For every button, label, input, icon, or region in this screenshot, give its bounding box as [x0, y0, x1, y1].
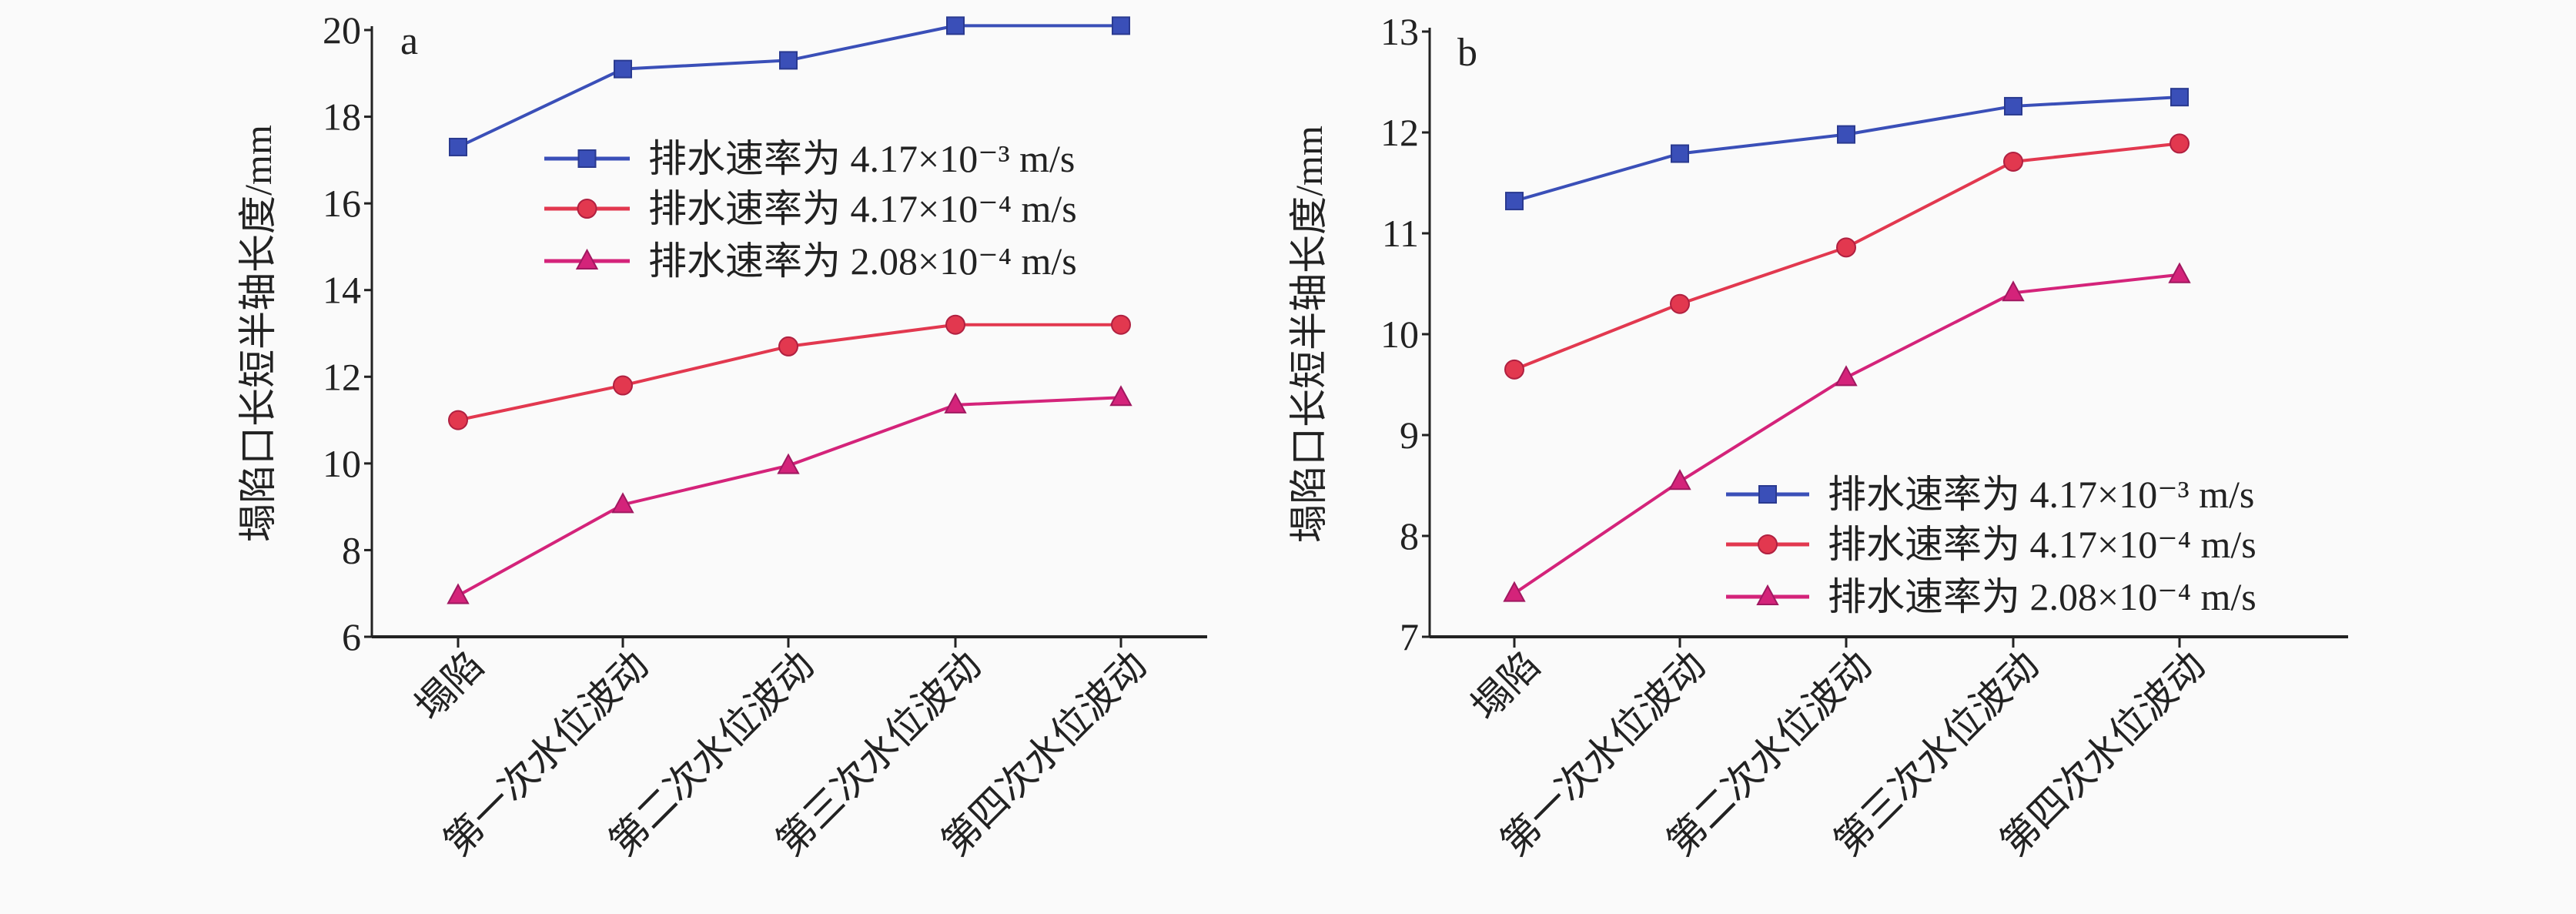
data-point — [614, 59, 632, 79]
x-tick-label: 塌陷 — [1463, 643, 1547, 728]
legend-entry: 排水速率为 4.17×10⁻⁴ m/s — [1726, 523, 2257, 566]
series-1 — [448, 314, 1131, 430]
data-point — [1836, 237, 1856, 258]
data-point — [1668, 469, 1691, 490]
data-point — [1835, 365, 1858, 387]
legend-marker — [575, 248, 599, 270]
data-point — [1109, 385, 1132, 407]
data-point — [449, 137, 467, 156]
y-tick-label: 14 — [323, 269, 361, 312]
x-tick-label: 塌陷 — [406, 643, 491, 728]
legend-label: 排水速率为 4.17×10⁻³ m/s — [648, 137, 1075, 180]
data-point — [1670, 293, 1690, 314]
data-point — [944, 392, 967, 413]
legend-label: 排水速率为 4.17×10⁻³ m/s — [1828, 473, 2254, 516]
legend-entry: 排水速率为 4.17×10⁻⁴ m/s — [544, 187, 1077, 230]
data-point — [613, 375, 633, 396]
y-tick-label: 6 — [342, 615, 361, 658]
chart-panel-a: 68101214161820塌陷第一次水位波动第二次水位波动第三次水位波动第四次… — [236, 8, 1207, 864]
data-point — [2004, 96, 2022, 116]
panel-label: a — [400, 19, 418, 63]
legend-label: 排水速率为 2.08×10⁻⁴ m/s — [1828, 575, 2257, 618]
data-point — [448, 410, 468, 430]
y-axis-label: 塌陷口长短半轴长度/mm — [236, 125, 279, 542]
series-2 — [447, 385, 1132, 604]
series-1 — [1504, 133, 2190, 380]
data-point — [2170, 88, 2189, 107]
y-axis-label: 塌陷口长短半轴长度/mm — [1287, 126, 1330, 543]
legend-marker — [577, 199, 597, 219]
legend-marker — [1756, 584, 1779, 605]
legend-marker — [577, 149, 597, 168]
data-point — [1504, 359, 1524, 380]
legend-entry: 排水速率为 4.17×10⁻³ m/s — [544, 137, 1075, 180]
data-point — [946, 16, 965, 35]
series-0 — [449, 16, 1130, 156]
data-point — [611, 492, 634, 514]
series-line — [1514, 95, 2180, 203]
legend-marker — [1758, 534, 1778, 554]
data-point — [2170, 133, 2190, 154]
legend-label: 排水速率为 4.17×10⁻⁴ m/s — [1828, 523, 2257, 566]
y-tick-label: 11 — [1382, 212, 1419, 255]
series-line — [457, 24, 1121, 149]
panel-label: b — [1457, 31, 1477, 75]
data-point — [1505, 192, 1524, 211]
data-point — [1837, 125, 1855, 144]
series-line — [457, 396, 1122, 598]
y-tick-label: 20 — [323, 8, 361, 52]
data-point — [1503, 581, 1526, 602]
y-tick-label: 9 — [1400, 413, 1419, 457]
data-point — [778, 336, 798, 357]
y-tick-label: 7 — [1400, 615, 1419, 658]
data-point — [777, 453, 800, 474]
y-tick-label: 16 — [323, 182, 361, 225]
data-point — [1671, 144, 1689, 163]
legend-label: 排水速率为 2.08×10⁻⁴ m/s — [648, 239, 1077, 283]
data-point — [945, 314, 965, 335]
data-point — [779, 51, 798, 70]
y-tick-label: 8 — [1400, 514, 1419, 557]
data-point — [447, 583, 470, 604]
series-0 — [1505, 88, 2189, 211]
chart-panel-b: 78910111213塌陷第一次水位波动第二次水位波动第三次水位波动第四次水位波… — [1287, 10, 2348, 864]
y-tick-label: 10 — [1380, 313, 1419, 356]
y-tick-label: 12 — [323, 355, 361, 398]
data-point — [1111, 314, 1131, 335]
series-2 — [1503, 262, 2191, 602]
data-point — [2003, 151, 2023, 172]
data-point — [1112, 16, 1130, 35]
data-point — [2002, 280, 2025, 302]
legend-marker — [1758, 485, 1777, 504]
y-tick-label: 12 — [1380, 111, 1419, 154]
legend-entry: 排水速率为 4.17×10⁻³ m/s — [1726, 473, 2254, 516]
y-tick-label: 8 — [342, 528, 361, 571]
y-tick-label: 13 — [1380, 10, 1419, 53]
legend-entry: 排水速率为 2.08×10⁻⁴ m/s — [1726, 575, 2257, 618]
y-tick-label: 18 — [323, 95, 361, 139]
y-tick-label: 10 — [323, 442, 361, 485]
legend-entry: 排水速率为 2.08×10⁻⁴ m/s — [544, 239, 1077, 283]
legend-label: 排水速率为 4.17×10⁻⁴ m/s — [648, 187, 1077, 230]
data-point — [2168, 262, 2191, 283]
